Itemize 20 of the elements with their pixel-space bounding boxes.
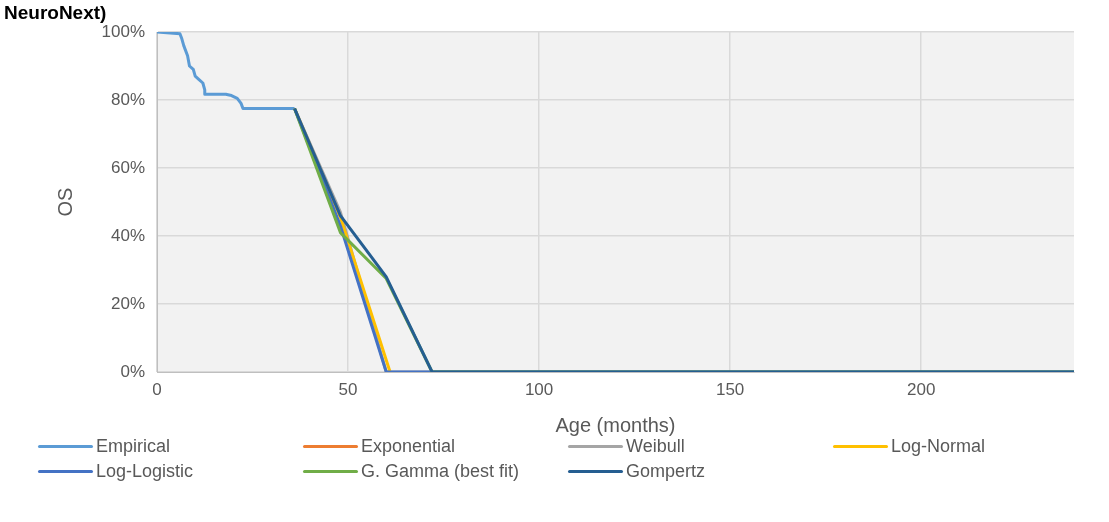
y-tick-label: 40%: [110, 225, 145, 245]
y-tick-label: 0%: [120, 361, 145, 381]
x-axis-title: Age (months): [555, 413, 676, 436]
legend-label: Empirical: [96, 436, 171, 457]
y-tick-label: 20%: [110, 293, 145, 313]
chart-title: NeuroNext): [4, 2, 107, 24]
x-tick-label: 100: [524, 379, 554, 399]
x-tick-label: 150: [715, 379, 745, 399]
y-axis-title: OS: [53, 187, 76, 217]
legend-label: Gompertz: [626, 461, 706, 482]
legend-label: Log-Normal: [891, 436, 986, 457]
legend-label: Exponential: [361, 436, 456, 457]
x-tick-label: 50: [338, 379, 358, 399]
x-tick-label: 200: [906, 379, 936, 399]
y-tick-label: 60%: [110, 157, 145, 177]
x-tick-label: 0: [152, 379, 162, 399]
legend-label: Log-Logistic: [96, 461, 194, 482]
y-tick-label: 80%: [110, 89, 145, 109]
legend-label: Weibull: [626, 436, 685, 457]
legend-label: G. Gamma (best fit): [361, 461, 520, 482]
